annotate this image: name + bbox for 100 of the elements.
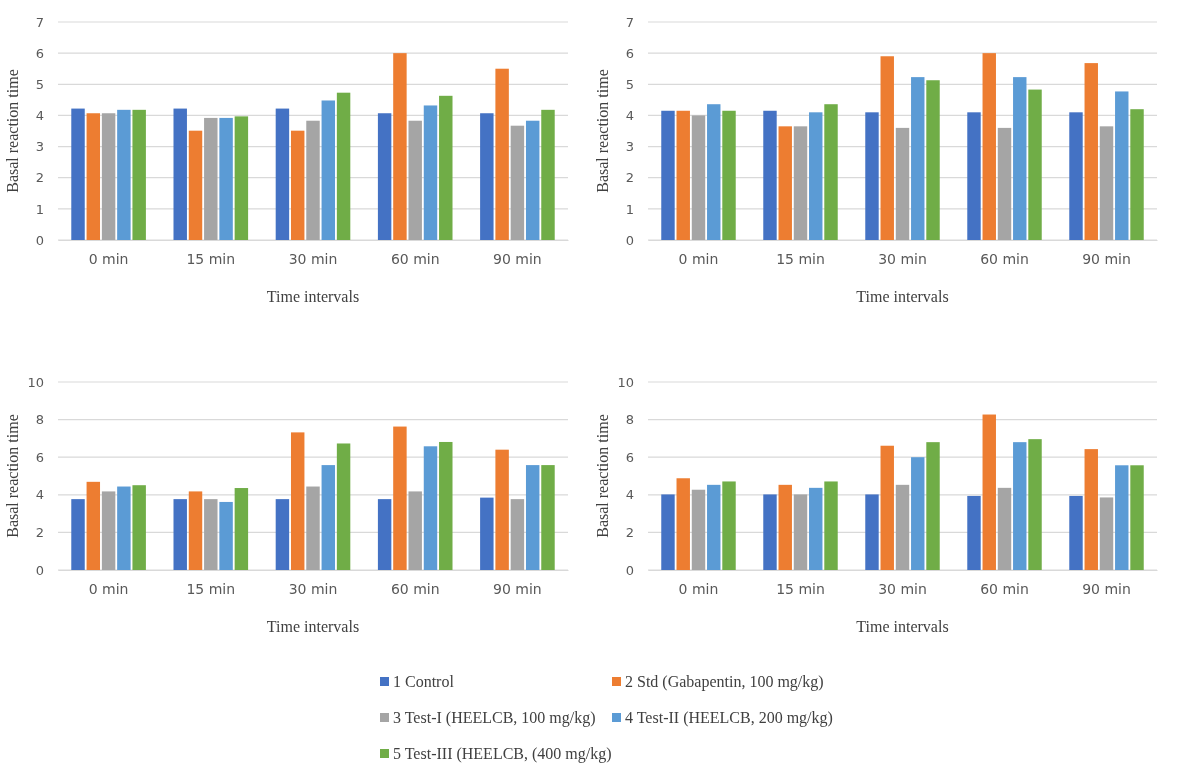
bar	[793, 494, 808, 570]
bar	[408, 491, 422, 570]
bar	[865, 112, 879, 240]
x-tick-label: 90 min	[1082, 250, 1131, 267]
bar	[101, 113, 116, 240]
bar	[982, 414, 996, 570]
y-tick-label: 0	[35, 232, 44, 248]
x-tick-label: 60 min	[390, 580, 440, 597]
bar	[525, 465, 540, 570]
bar	[676, 110, 690, 240]
bar	[824, 481, 838, 570]
x-tick-label: 30 min	[878, 250, 927, 267]
y-tick-label: 7	[625, 14, 634, 30]
bar	[173, 108, 187, 240]
y-tick-label: 3	[625, 139, 634, 155]
x-tick-label: 0 min	[88, 580, 129, 597]
bar	[1069, 495, 1083, 570]
bar	[188, 130, 203, 240]
bar	[173, 499, 187, 570]
y-tick-label: 1	[625, 201, 634, 217]
bar	[1013, 77, 1027, 240]
bar	[911, 457, 925, 570]
bar	[661, 110, 675, 240]
y-tick-label: 4	[35, 108, 44, 124]
bar	[510, 499, 525, 570]
x-tick-label: 90 min	[493, 250, 542, 267]
bar	[480, 113, 494, 240]
y-tick-label: 5	[625, 76, 634, 92]
bar	[306, 120, 320, 240]
y-tick-label: 4	[35, 487, 44, 503]
bar	[204, 117, 218, 240]
legend-label: 2 Std (Gabapentin, 100 mg/kg)	[625, 673, 824, 691]
x-tick-label: 0 min	[678, 250, 719, 267]
bar	[1115, 465, 1129, 570]
y-tick-label: 6	[625, 45, 634, 61]
bar	[117, 109, 131, 240]
bar	[86, 481, 101, 570]
bar	[393, 426, 407, 570]
bar	[1115, 91, 1129, 240]
x-tick-label: 0 min	[88, 250, 129, 267]
legend-label: 5 Test-III (HEELCB, (400 mg/kg)	[393, 745, 612, 763]
bar	[1084, 449, 1098, 570]
y-tick-label: 6	[35, 45, 44, 61]
bar	[541, 109, 555, 240]
x-tick-label: 30 min	[288, 250, 338, 267]
x-axis-title: Time intervals	[266, 288, 360, 305]
y-tick-label: 2	[625, 525, 634, 541]
bar	[926, 442, 940, 570]
y-axis-title: Basal reaction time	[4, 69, 21, 193]
y-tick-label: 10	[27, 374, 44, 390]
x-tick-label: 30 min	[878, 580, 927, 597]
bar	[132, 485, 146, 570]
bar	[525, 120, 540, 240]
legend-label: 4 Test-II (HEELCB, 200 mg/kg)	[625, 709, 833, 727]
bar	[691, 489, 706, 570]
y-tick-label: 8	[35, 412, 44, 428]
x-tick-label: 30 min	[288, 580, 338, 597]
bar	[809, 487, 823, 570]
bar	[290, 130, 305, 240]
x-axis-title: Time intervals	[856, 618, 949, 635]
bar	[967, 495, 981, 570]
y-tick-label: 0	[35, 562, 44, 578]
bar	[661, 494, 675, 570]
bar	[336, 443, 351, 570]
bar	[321, 100, 336, 240]
y-axis-title: Basal reaction time	[594, 69, 611, 193]
bar	[439, 95, 453, 240]
bar	[691, 115, 706, 240]
bar	[722, 110, 736, 240]
bar	[423, 105, 438, 240]
bar	[306, 486, 320, 570]
bar	[439, 441, 453, 570]
bar	[71, 499, 85, 570]
bar	[895, 127, 910, 240]
bar	[1099, 126, 1114, 240]
bar	[880, 445, 894, 570]
bar	[101, 491, 116, 570]
bar	[1084, 63, 1098, 240]
bar	[763, 494, 777, 570]
bar	[495, 68, 509, 240]
bar	[926, 80, 940, 240]
x-tick-label: 15 min	[776, 580, 825, 597]
bar	[997, 487, 1012, 570]
bar	[423, 446, 438, 570]
bar	[707, 484, 721, 570]
y-tick-label: 6	[625, 449, 634, 465]
legend-label: 3 Test-I (HEELCB, 100 mg/kg)	[393, 709, 596, 727]
bar	[778, 484, 792, 570]
x-axis-title: Time intervals	[266, 618, 360, 635]
bar	[880, 56, 894, 240]
bar	[188, 491, 203, 570]
bar	[336, 92, 351, 240]
bar	[676, 478, 690, 570]
bar	[778, 126, 792, 240]
bar	[86, 113, 101, 240]
bar	[763, 110, 777, 240]
y-tick-label: 2	[35, 525, 44, 541]
bar	[219, 117, 233, 240]
bar	[707, 104, 721, 240]
bar	[895, 484, 910, 570]
